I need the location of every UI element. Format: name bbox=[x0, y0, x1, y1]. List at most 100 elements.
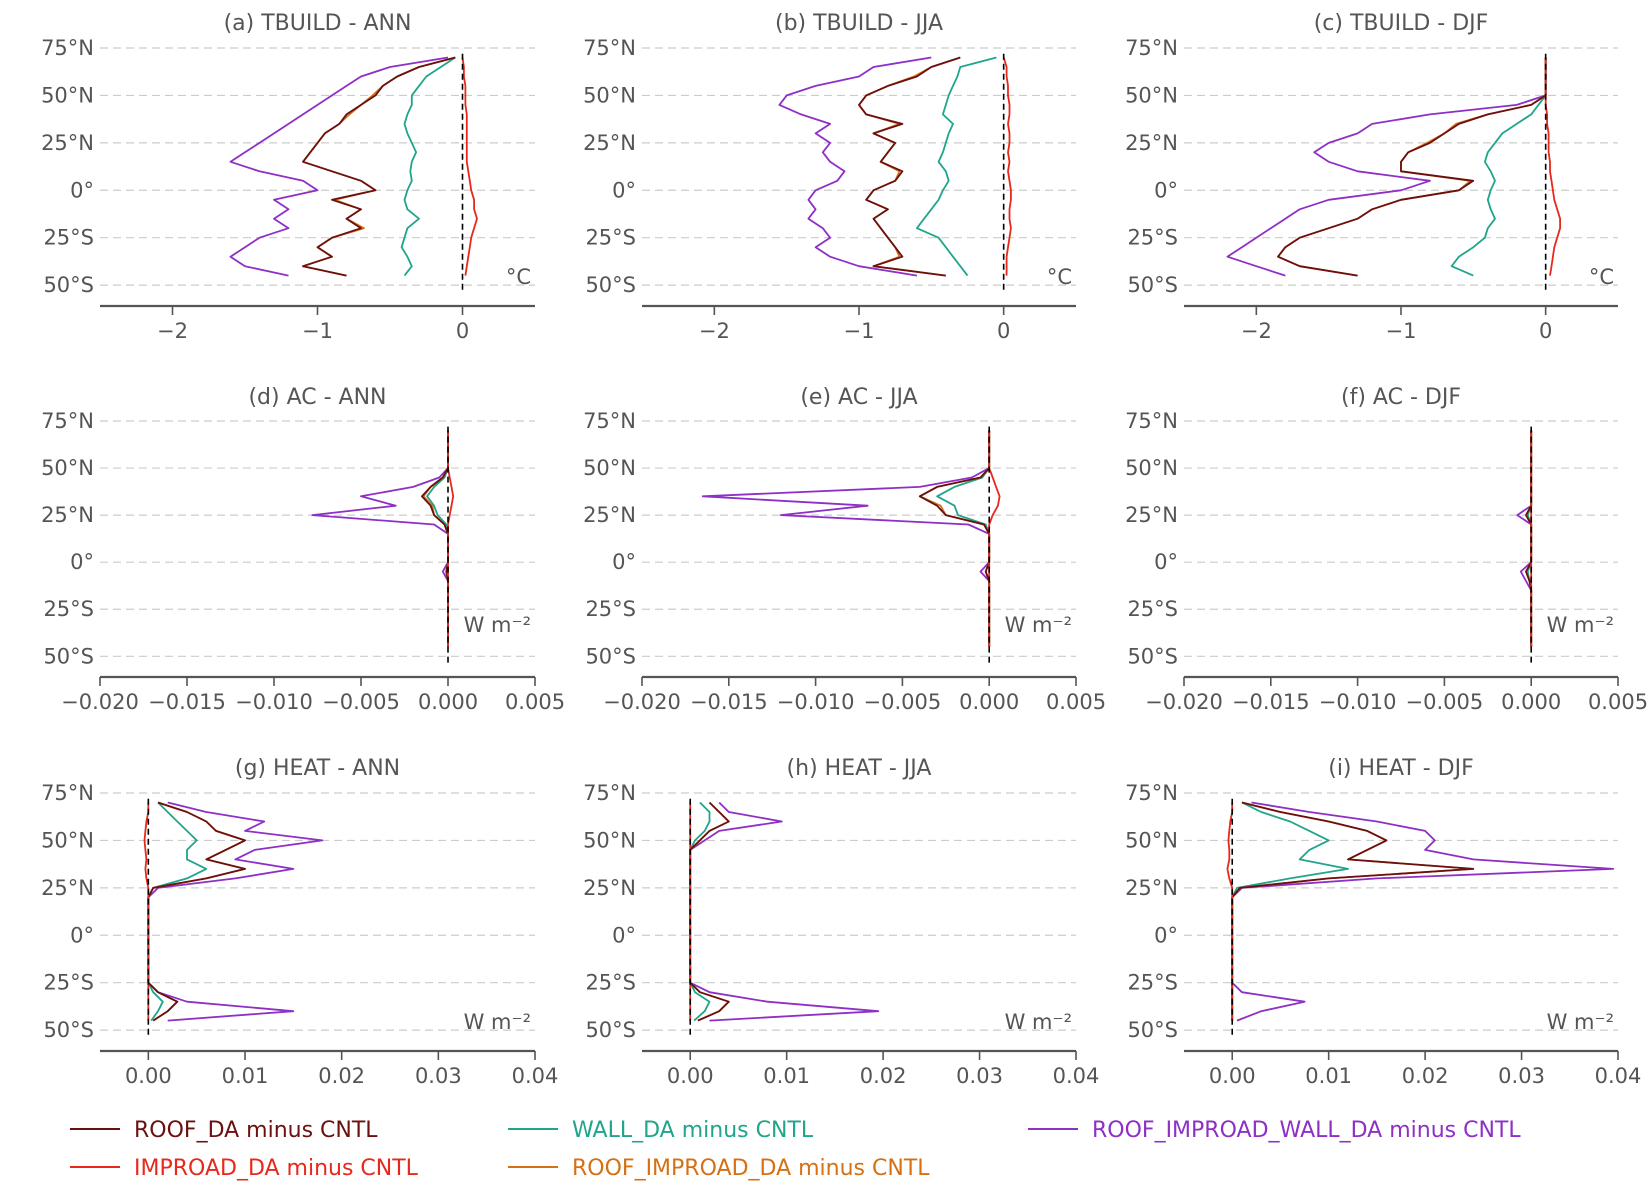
panel-title: (a) TBUILD - ANN bbox=[224, 11, 412, 36]
unit-label: W m⁻² bbox=[464, 613, 531, 637]
panel-title: (e) AC - JJA bbox=[800, 385, 917, 410]
x-tick-label: 0.01 bbox=[1305, 1064, 1352, 1088]
y-tick-label: 25°N bbox=[41, 876, 94, 900]
x-tick-label: −0.010 bbox=[777, 690, 855, 714]
y-tick-label: 50°N bbox=[41, 83, 94, 107]
x-tick-label: −0.020 bbox=[1145, 690, 1223, 714]
x-tick-label: 0.000 bbox=[1501, 690, 1561, 714]
y-tick-label: 25°S bbox=[585, 226, 636, 250]
y-tick-label: 75°N bbox=[583, 36, 636, 60]
series-line-wall-da bbox=[400, 56, 456, 277]
series-line-improad-da bbox=[1002, 57, 1012, 276]
y-tick-label: 0° bbox=[612, 923, 636, 947]
x-tick-label: 0.02 bbox=[860, 1064, 907, 1088]
y-tick-label: 0° bbox=[70, 178, 94, 202]
y-tick-label: 0° bbox=[612, 178, 636, 202]
x-tick-label: 0.005 bbox=[505, 690, 565, 714]
panel-tbuild-3: (c) TBUILD - DJF 75°N 50°N 25°N 0° 25°S 50°S −2… bbox=[1125, 11, 1618, 343]
y-tick-label: 75°N bbox=[583, 409, 636, 433]
y-tick-label: 25°N bbox=[1125, 131, 1178, 155]
x-tick-label: 0.02 bbox=[318, 1064, 365, 1088]
series-line-roof-improad-wall-da bbox=[147, 801, 324, 1022]
y-tick-label: 50°S bbox=[585, 1018, 636, 1042]
series-line-roof-improad-wall-da bbox=[1226, 57, 1547, 277]
series-line-roof-improad-da bbox=[1277, 57, 1547, 277]
unit-label: °C bbox=[1589, 265, 1614, 289]
legend-label: ROOF_DA minus CNTL bbox=[134, 1118, 378, 1143]
series-line-roof-da bbox=[689, 801, 730, 1022]
panel-heat-3: (i) HEAT - DJF 75°N 50°N 25°N 0° 25°S 50°S 0.00… bbox=[1125, 756, 1641, 1088]
y-tick-label: 50°S bbox=[43, 644, 94, 668]
y-tick-label: 25°S bbox=[585, 971, 636, 995]
x-tick-label: −0.020 bbox=[603, 690, 681, 714]
series-line-roof-improad-da bbox=[918, 430, 991, 647]
x-tick-label: −0.015 bbox=[148, 690, 226, 714]
y-tick-label: 50°S bbox=[1127, 273, 1178, 297]
panel-tbuild-2: (b) TBUILD - JJA 75°N 50°N 25°N 0° 25°S 50°S −2… bbox=[583, 11, 1076, 343]
series-line-wall-da bbox=[1231, 801, 1349, 1021]
y-tick-label: 0° bbox=[70, 923, 94, 947]
unit-label: W m⁻² bbox=[1547, 613, 1614, 637]
series-line-improad-da bbox=[1544, 57, 1561, 276]
y-tick-label: 75°N bbox=[41, 781, 94, 805]
y-tick-label: 50°N bbox=[1125, 828, 1178, 852]
series-line-roof-da bbox=[147, 801, 246, 1022]
y-tick-label: 75°N bbox=[1125, 409, 1178, 433]
series-line-wall-da bbox=[1450, 57, 1547, 277]
x-tick-label: 0.03 bbox=[956, 1064, 1003, 1088]
series-line-wall-da bbox=[426, 430, 449, 647]
unit-label: W m⁻² bbox=[1005, 1010, 1072, 1034]
y-tick-label: 0° bbox=[1154, 550, 1178, 574]
x-tick-label: 0 bbox=[997, 319, 1010, 343]
series-line-roof-improad-wall-da bbox=[689, 801, 880, 1022]
panel-title: (f) AC - DJF bbox=[1341, 385, 1461, 410]
x-tick-label: 0.04 bbox=[512, 1064, 559, 1088]
series-line-roof-da bbox=[858, 56, 961, 277]
y-tick-label: 25°N bbox=[41, 503, 94, 527]
y-tick-label: 50°N bbox=[41, 828, 94, 852]
x-tick-label: −0.020 bbox=[61, 690, 139, 714]
series-line-improad-da bbox=[988, 430, 1001, 647]
series-line-roof-da bbox=[918, 430, 991, 647]
x-tick-label: 0.01 bbox=[222, 1064, 269, 1088]
y-tick-label: 50°S bbox=[585, 644, 636, 668]
legend-label: ROOF_IMPROAD_WALL_DA minus CNTL bbox=[1092, 1118, 1521, 1143]
panel-title: (d) AC - ANN bbox=[248, 385, 386, 410]
y-tick-label: 25°S bbox=[43, 226, 94, 250]
y-tick-label: 25°S bbox=[1127, 226, 1178, 250]
x-tick-label: 0.04 bbox=[1595, 1064, 1642, 1088]
y-tick-label: 0° bbox=[1154, 178, 1178, 202]
y-tick-label: 25°S bbox=[1127, 971, 1178, 995]
unit-label: °C bbox=[506, 265, 531, 289]
series-line-roof-improad-da bbox=[858, 56, 961, 277]
y-tick-label: 25°N bbox=[41, 131, 94, 155]
x-tick-label: 0.01 bbox=[763, 1064, 810, 1088]
x-tick-label: 0.005 bbox=[1588, 690, 1648, 714]
unit-label: W m⁻² bbox=[1547, 1010, 1614, 1034]
y-tick-label: 0° bbox=[70, 550, 94, 574]
y-tick-label: 75°N bbox=[41, 36, 94, 60]
y-tick-label: 25°N bbox=[583, 503, 636, 527]
y-tick-label: 25°S bbox=[585, 597, 636, 621]
unit-label: W m⁻² bbox=[1005, 613, 1072, 637]
x-tick-label: 0.00 bbox=[1209, 1064, 1256, 1088]
panel-title: (i) HEAT - DJF bbox=[1328, 756, 1474, 781]
y-tick-label: 75°N bbox=[1125, 36, 1178, 60]
legend: ROOF_DA minus CNTL WALL_DA minus CNTL ROOF… bbox=[70, 1118, 1521, 1181]
unit-label: W m⁻² bbox=[464, 1010, 531, 1034]
series-line-wall-da bbox=[936, 430, 991, 647]
series-line-roof-improad-wall-da bbox=[1516, 430, 1533, 647]
y-tick-label: 75°N bbox=[583, 781, 636, 805]
x-tick-label: 0.02 bbox=[1402, 1064, 1449, 1088]
y-tick-label: 50°S bbox=[43, 273, 94, 297]
panel-title: (g) HEAT - ANN bbox=[235, 756, 400, 781]
legend-label: WALL_DA minus CNTL bbox=[572, 1118, 814, 1143]
unit-label: °C bbox=[1047, 265, 1072, 289]
series-line-roof-improad-da bbox=[422, 430, 449, 647]
x-tick-label: 0 bbox=[456, 319, 469, 343]
y-tick-label: 50°S bbox=[1127, 1018, 1178, 1042]
y-tick-label: 50°S bbox=[1127, 644, 1178, 668]
series-line-roof-improad-wall-da bbox=[229, 56, 449, 277]
series-line-roof-improad-wall-da bbox=[1231, 801, 1615, 1022]
x-tick-label: −0.005 bbox=[864, 690, 942, 714]
